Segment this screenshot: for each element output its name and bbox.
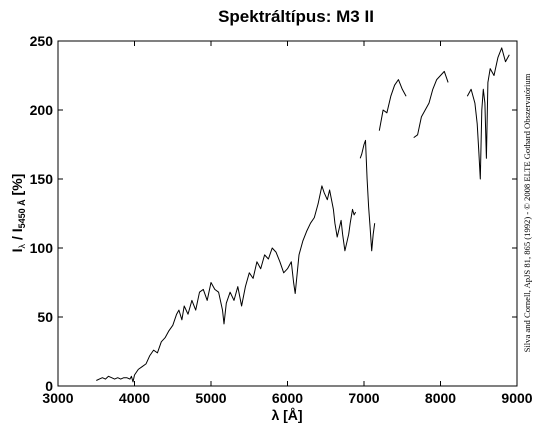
chart-title: Spektráltípus: M3 II [218, 7, 374, 26]
credit-text: Silva and Cornell, ApJS 81, 865 (1992) -… [522, 73, 532, 352]
series-layer [96, 47, 510, 383]
y-tick-label: 0 [45, 378, 53, 394]
y-tick-label: 200 [30, 102, 54, 118]
spectrum-line [378, 79, 407, 131]
y-tick-label: 50 [37, 309, 53, 325]
x-axis: 3000 4000 5000 6000 7000 8000 9000 [42, 41, 533, 406]
x-tick-label: 6000 [272, 390, 303, 406]
spectrum-line [96, 185, 357, 383]
y-tick-label: 150 [30, 171, 54, 187]
y-tick-label: 250 [30, 33, 54, 49]
spectrum-line [359, 139, 376, 252]
y-axis: 0 50 100 150 200 250 [30, 33, 517, 394]
x-tick-label: 8000 [425, 390, 456, 406]
x-tick-label: 5000 [195, 390, 226, 406]
y-axis-label: Iλ / I5450 Å [%] [9, 174, 27, 253]
x-tick-label: 3000 [42, 390, 73, 406]
x-axis-label: λ [Å] [271, 407, 302, 423]
x-tick-label: 9000 [501, 390, 532, 406]
spectrum-line [413, 70, 449, 139]
x-tick-label: 7000 [348, 390, 379, 406]
spectrum-line [466, 47, 510, 180]
plot-frame [57, 40, 518, 387]
y-tick-label: 100 [30, 240, 54, 256]
x-tick-label: 4000 [119, 390, 150, 406]
